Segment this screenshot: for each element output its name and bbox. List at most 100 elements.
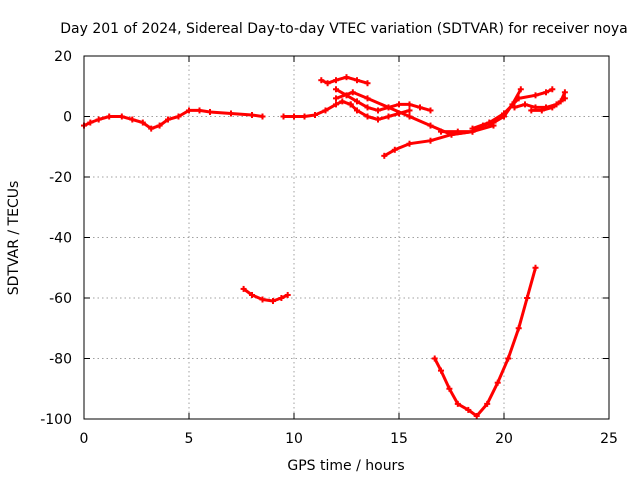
data-point <box>207 108 213 115</box>
data-point <box>364 95 371 102</box>
data-point <box>165 116 171 123</box>
data-point <box>515 95 522 102</box>
data-point <box>240 285 247 292</box>
data-point <box>364 113 371 120</box>
data-point <box>406 107 413 114</box>
data-point <box>259 113 266 120</box>
data-point <box>278 295 285 301</box>
data-point <box>469 125 476 132</box>
data-point <box>364 104 371 111</box>
data-point <box>406 101 413 108</box>
data-point <box>528 107 535 114</box>
plot-frame <box>83 55 610 420</box>
data-point <box>484 400 491 407</box>
x-tick-label: 15 <box>390 431 408 447</box>
data-point <box>543 89 549 96</box>
y-tick-label: 0 <box>63 110 72 126</box>
y-tick-label: -80 <box>49 352 72 368</box>
data-point <box>280 113 287 120</box>
data-point <box>228 110 234 117</box>
x-tick-label: 25 <box>600 431 618 447</box>
data-point <box>524 295 531 301</box>
data-point <box>354 77 360 84</box>
data-point <box>333 101 339 108</box>
series-arc-main-morning <box>82 108 264 131</box>
x-tick-label: 5 <box>185 431 194 447</box>
data-point <box>312 111 318 118</box>
data-point <box>511 104 518 111</box>
data-point <box>427 137 434 144</box>
data-point <box>427 107 434 114</box>
data-point <box>156 122 163 129</box>
data-point <box>87 119 94 126</box>
data-point <box>381 152 388 159</box>
data-point <box>186 107 192 114</box>
series-arc-high-2 <box>334 87 432 112</box>
x-tick-label: 0 <box>80 431 89 447</box>
data-point <box>249 111 255 118</box>
data-point <box>494 379 501 386</box>
data-point <box>322 107 329 114</box>
data-point <box>385 104 392 111</box>
data-series <box>81 74 568 419</box>
data-point <box>454 400 461 407</box>
y-tick-label: -20 <box>49 170 72 186</box>
grid <box>84 56 609 419</box>
data-point <box>333 86 339 93</box>
data-point <box>118 113 125 120</box>
data-point <box>375 107 381 114</box>
data-point <box>175 113 182 120</box>
data-point <box>148 125 155 132</box>
data-point <box>196 107 203 114</box>
data-point <box>406 113 413 120</box>
data-point <box>473 412 480 419</box>
data-point <box>301 113 308 120</box>
data-point <box>139 119 146 126</box>
data-point <box>318 77 325 84</box>
data-point <box>549 86 556 93</box>
data-point <box>549 104 556 111</box>
data-point <box>396 101 402 108</box>
data-point <box>438 128 444 135</box>
x-axis-label: GPS time / hours <box>287 458 404 474</box>
data-point <box>532 264 539 271</box>
data-point <box>486 119 493 126</box>
data-point <box>465 406 472 413</box>
y-tick-label: -40 <box>49 231 72 247</box>
data-point <box>259 296 266 303</box>
data-point <box>427 122 434 129</box>
data-point <box>347 101 354 108</box>
data-point <box>333 95 339 102</box>
data-point <box>284 291 291 298</box>
x-tick-label: 10 <box>285 431 303 447</box>
y-tick-label: -60 <box>49 291 72 307</box>
data-point <box>349 89 356 96</box>
data-point <box>501 110 507 117</box>
data-point <box>391 146 398 153</box>
chart-title: Day 201 of 2024, Sidereal Day-to-day VTE… <box>60 21 628 37</box>
data-point <box>249 291 255 298</box>
data-point <box>354 98 360 105</box>
data-point <box>538 107 545 114</box>
data-point <box>375 116 381 123</box>
data-point <box>354 107 360 114</box>
y-tick-label: -100 <box>40 412 72 428</box>
data-point <box>431 355 438 362</box>
data-point <box>364 80 371 87</box>
data-point <box>95 116 102 123</box>
data-point <box>385 113 392 120</box>
data-point <box>515 325 522 332</box>
data-point <box>324 80 331 87</box>
data-point <box>522 101 528 108</box>
data-point <box>417 104 423 111</box>
data-point <box>505 355 512 362</box>
data-point <box>333 77 339 84</box>
data-point <box>106 113 113 120</box>
data-point <box>270 298 276 305</box>
data-point <box>291 113 297 120</box>
data-point <box>517 86 524 93</box>
y-axis-label: SDTVAR / TECUs <box>6 181 22 296</box>
y-tick-label: 20 <box>54 49 72 65</box>
data-point <box>561 89 568 96</box>
